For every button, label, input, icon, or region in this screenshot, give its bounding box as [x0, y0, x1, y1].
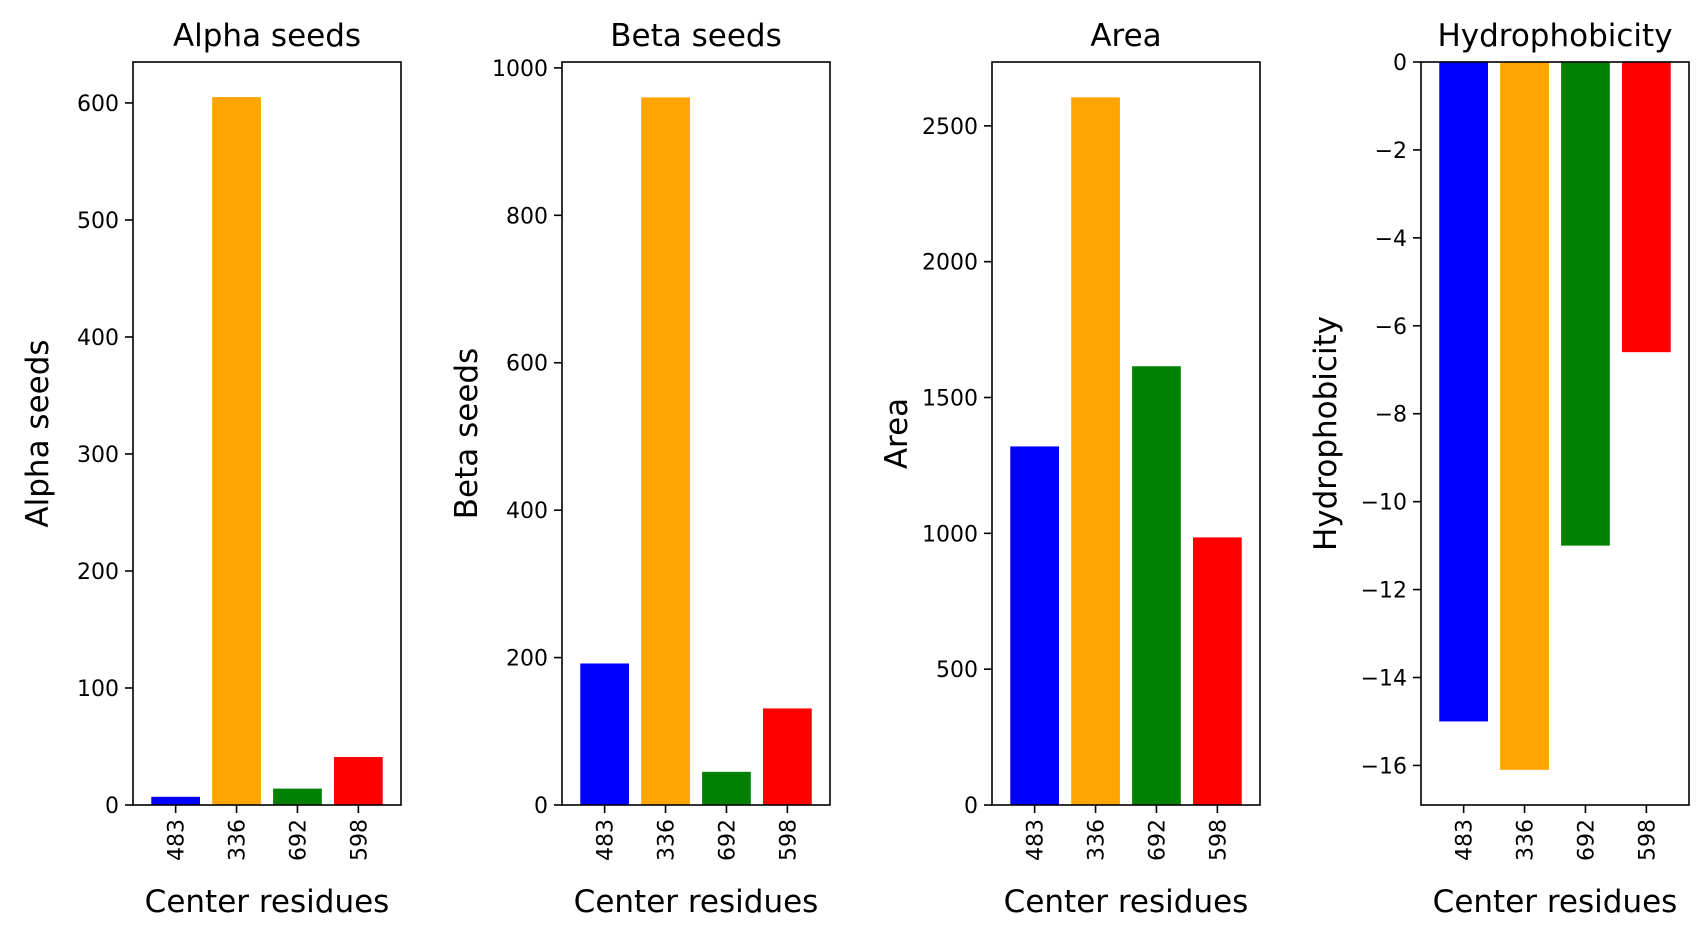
- x-tick-label: 598: [776, 819, 801, 861]
- x-tick-label: 483: [1024, 819, 1049, 861]
- bar-336: [212, 97, 261, 806]
- axes-frame: [991, 61, 1261, 806]
- bar-692: [1132, 366, 1181, 805]
- y-tick-label: 600: [77, 92, 119, 117]
- y-tick-label: 0: [534, 794, 548, 819]
- y-tick-label: −14: [1361, 667, 1407, 692]
- bar-336: [1500, 62, 1549, 770]
- bar-692: [273, 788, 322, 805]
- x-tick-label: 692: [1574, 819, 1599, 861]
- bar-598: [334, 757, 383, 805]
- y-axis-label: Area: [879, 398, 915, 469]
- bar-598: [1193, 537, 1242, 805]
- x-tick-label: 692: [1145, 819, 1170, 861]
- bar-598: [1622, 62, 1671, 353]
- chart-title: Area: [1090, 18, 1161, 54]
- x-tick-label: 336: [1514, 819, 1539, 861]
- y-tick-label: 2000: [922, 251, 978, 276]
- y-tick-label: −6: [1375, 315, 1407, 340]
- y-tick-label: 800: [506, 204, 548, 229]
- bar-483: [151, 796, 200, 805]
- chart-panel-3: 0 500 1000 1500 2000 2500 483 336 692 598 Area Cent…: [879, 18, 1261, 920]
- y-tick-label: 1000: [492, 57, 548, 82]
- x-tick-label: 483: [1453, 819, 1478, 861]
- x-axis-label: Center residues: [574, 884, 819, 920]
- y-tick-label: 600: [506, 352, 548, 377]
- x-axis-label: Center residues: [1433, 884, 1678, 920]
- chart-title: Hydrophobicity: [1437, 18, 1672, 54]
- bar-483: [1010, 446, 1059, 805]
- bar-336: [641, 97, 690, 805]
- bar-692: [1561, 62, 1610, 546]
- chart-panel-2: 0 200 400 600 800 1000 483 336 692 598 Beta seeds C…: [449, 18, 831, 920]
- axes-frame: [561, 61, 831, 806]
- axes-frame: [132, 61, 402, 806]
- y-tick-label: 300: [77, 443, 119, 468]
- chart-title: Alpha seeds: [173, 18, 361, 54]
- y-tick-label: −10: [1361, 491, 1407, 516]
- x-tick-label: 692: [715, 819, 740, 861]
- y-tick-label: −12: [1361, 579, 1407, 604]
- y-tick-label: 0: [1393, 51, 1407, 76]
- x-tick-label: 336: [655, 819, 680, 861]
- bar-692: [702, 771, 751, 805]
- y-tick-label: 2500: [922, 115, 978, 140]
- bar-483: [1439, 62, 1488, 722]
- y-tick-label: 0: [105, 794, 119, 819]
- x-tick-label: 598: [347, 819, 372, 861]
- y-tick-label: −2: [1375, 139, 1407, 164]
- y-tick-label: 0: [964, 794, 978, 819]
- x-tick-label: 692: [286, 819, 311, 861]
- y-tick-label: 1000: [922, 522, 978, 547]
- y-tick-label: 500: [77, 209, 119, 234]
- y-tick-label: 200: [506, 647, 548, 672]
- y-tick-label: 1500: [922, 387, 978, 412]
- bar-336: [1071, 97, 1120, 805]
- chart-panel-4: 0 −2 −4 −6 −8 −10 −12 −14 −16 483 336 692 598 Hydroph…: [1308, 18, 1690, 920]
- x-tick-label: 483: [165, 819, 190, 861]
- y-axis-label: Beta seeds: [449, 348, 485, 519]
- chart-title: Beta seeds: [610, 18, 781, 54]
- y-tick-label: 200: [77, 560, 119, 585]
- bar-483: [580, 663, 629, 805]
- y-axis-label: Alpha seeds: [20, 339, 56, 527]
- y-tick-label: −4: [1375, 227, 1407, 252]
- x-tick-label: 483: [594, 819, 619, 861]
- x-tick-label: 336: [226, 819, 251, 861]
- y-tick-label: 500: [936, 658, 978, 683]
- x-tick-label: 598: [1206, 819, 1231, 861]
- y-axis-label: Hydrophobicity: [1308, 316, 1344, 551]
- y-tick-label: 100: [77, 677, 119, 702]
- y-tick-label: 400: [506, 499, 548, 524]
- axes-frame: [1420, 61, 1690, 806]
- chart-panel-1: 0 100 200 300 400 500 600 483 336 692 598 Alpha see…: [20, 18, 402, 920]
- y-tick-label: −16: [1361, 754, 1407, 779]
- x-tick-label: 336: [1085, 819, 1110, 861]
- bar-598: [763, 708, 812, 805]
- x-axis-label: Center residues: [145, 884, 390, 920]
- y-tick-label: 400: [77, 326, 119, 351]
- x-axis-label: Center residues: [1004, 884, 1249, 920]
- y-tick-label: −8: [1375, 403, 1407, 428]
- x-tick-label: 598: [1635, 819, 1660, 861]
